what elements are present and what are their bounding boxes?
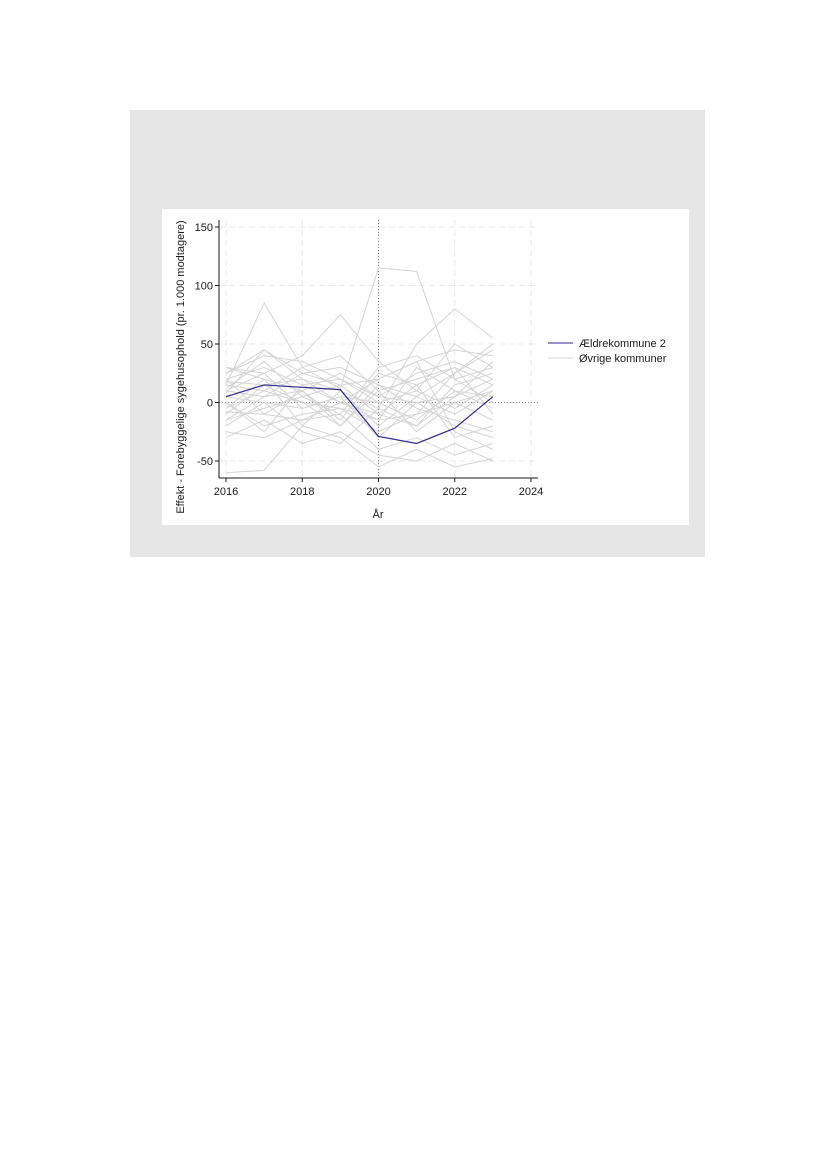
- y-tick-label: -50: [197, 456, 213, 468]
- series-line-highlight: [225, 384, 494, 445]
- other-series-lines: [225, 267, 494, 474]
- series-line-other: [225, 366, 494, 439]
- series-line-other: [225, 384, 494, 433]
- series-line-other: [225, 349, 494, 398]
- y-tick-label: 150: [195, 222, 213, 234]
- series-line-other: [225, 360, 494, 450]
- series-line-other: [225, 425, 493, 474]
- ticks: 2016 2018 2020 2022 2024 150 100 50 0 -50: [195, 222, 544, 498]
- series-line-other: [225, 372, 494, 445]
- legend: Ældrekommune 2 Øvrige kommuner: [548, 338, 667, 365]
- y-tick-label: 100: [195, 281, 213, 293]
- series-line-other: [225, 361, 494, 433]
- x-tick-label: 2018: [290, 486, 314, 498]
- highlight-series-line: [225, 384, 494, 445]
- series-line-other: [225, 361, 494, 439]
- series-line-other: [225, 308, 494, 409]
- series-line-other: [225, 413, 494, 456]
- chart-area: [162, 209, 689, 525]
- series-line-other: [225, 267, 494, 390]
- series-line-other: [225, 355, 494, 433]
- series-line-other: [225, 366, 494, 421]
- legend-label-others: Øvrige kommuner: [579, 353, 667, 365]
- series-line-other: [225, 343, 494, 421]
- y-axis-title: Effekt - Forebyggelige sygehusophold (pr…: [175, 220, 187, 513]
- x-tick-label: 2024: [519, 486, 543, 498]
- y-tick-label: 50: [201, 339, 213, 351]
- series-line-other: [225, 349, 494, 415]
- x-tick-label: 2016: [214, 486, 238, 498]
- x-tick-label: 2020: [366, 486, 390, 498]
- legend-label-highlight: Ældrekommune 2: [579, 338, 666, 350]
- y-tick-label: 0: [207, 398, 213, 410]
- series-line-other: [225, 372, 494, 439]
- x-axis-title: År: [373, 508, 384, 521]
- x-tick-label: 2022: [443, 486, 467, 498]
- reference-lines: [219, 220, 538, 478]
